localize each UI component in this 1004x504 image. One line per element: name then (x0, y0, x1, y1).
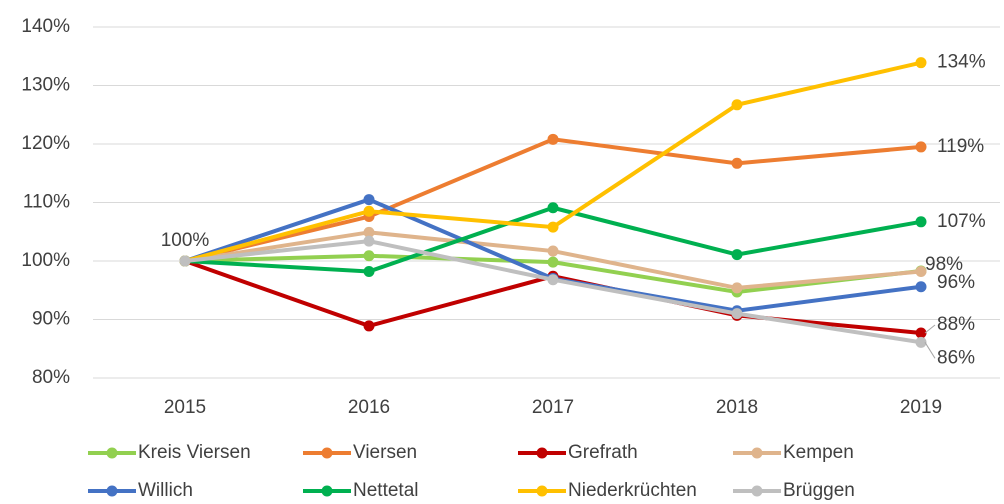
data-label: 88% (937, 314, 975, 335)
point (915, 266, 927, 278)
point (731, 249, 743, 261)
point (363, 194, 375, 206)
point (915, 141, 927, 153)
point (547, 274, 559, 286)
point (731, 308, 743, 320)
point (915, 281, 927, 293)
point (547, 245, 559, 257)
legend-dot (751, 485, 763, 497)
legend-dot (536, 447, 548, 459)
data-label: 134% (937, 52, 986, 73)
data-label: 107% (937, 211, 986, 232)
point (547, 221, 559, 233)
legend-dot (106, 447, 118, 459)
point (547, 133, 559, 145)
x-tick-label: 2018 (716, 397, 758, 418)
point (363, 235, 375, 247)
y-tick-label: 130% (21, 75, 70, 96)
data-label: 119% (937, 136, 984, 157)
y-tick-label: 140% (21, 16, 70, 37)
point (915, 57, 927, 69)
y-tick-label: 120% (21, 133, 70, 154)
data-label: 96% (937, 272, 975, 293)
leader-line (924, 342, 936, 359)
legend-label: Brüggen (783, 480, 855, 501)
leader-line (924, 324, 936, 334)
x-tick-label: 2015 (164, 397, 206, 418)
point (363, 320, 375, 332)
legend-label: Willich (138, 480, 193, 501)
data-label: 86% (937, 347, 975, 368)
point (731, 157, 743, 169)
point (731, 282, 743, 294)
point (547, 202, 559, 214)
point (915, 216, 927, 228)
y-tick-label: 100% (21, 250, 70, 271)
legend-label: Kreis Viersen (138, 442, 251, 463)
legend-dot (321, 485, 333, 497)
legend-label: Kempen (783, 442, 854, 463)
point (363, 250, 375, 262)
point (363, 205, 375, 217)
y-tick-label: 90% (32, 309, 70, 330)
y-tick-label: 80% (32, 367, 70, 388)
legend-dot (751, 447, 763, 459)
data-label: 98% (925, 254, 963, 275)
point (915, 336, 927, 348)
x-tick-label: 2017 (532, 397, 574, 418)
point (915, 327, 927, 339)
point (363, 266, 375, 278)
point (547, 256, 559, 268)
x-tick-label: 2019 (900, 397, 942, 418)
point (179, 255, 191, 267)
legend-dot (106, 485, 118, 497)
legend-label: Nettetal (353, 480, 418, 501)
data-label: 100% (161, 230, 210, 251)
legend-dot (321, 447, 333, 459)
x-tick-label: 2016 (348, 397, 390, 418)
point (363, 226, 375, 238)
legend-label: Niederkrüchten (568, 480, 697, 501)
legend-dot (536, 485, 548, 497)
point (731, 99, 743, 111)
legend-label: Viersen (353, 442, 417, 463)
y-tick-label: 110% (23, 192, 70, 213)
legend-label: Grefrath (568, 442, 638, 463)
